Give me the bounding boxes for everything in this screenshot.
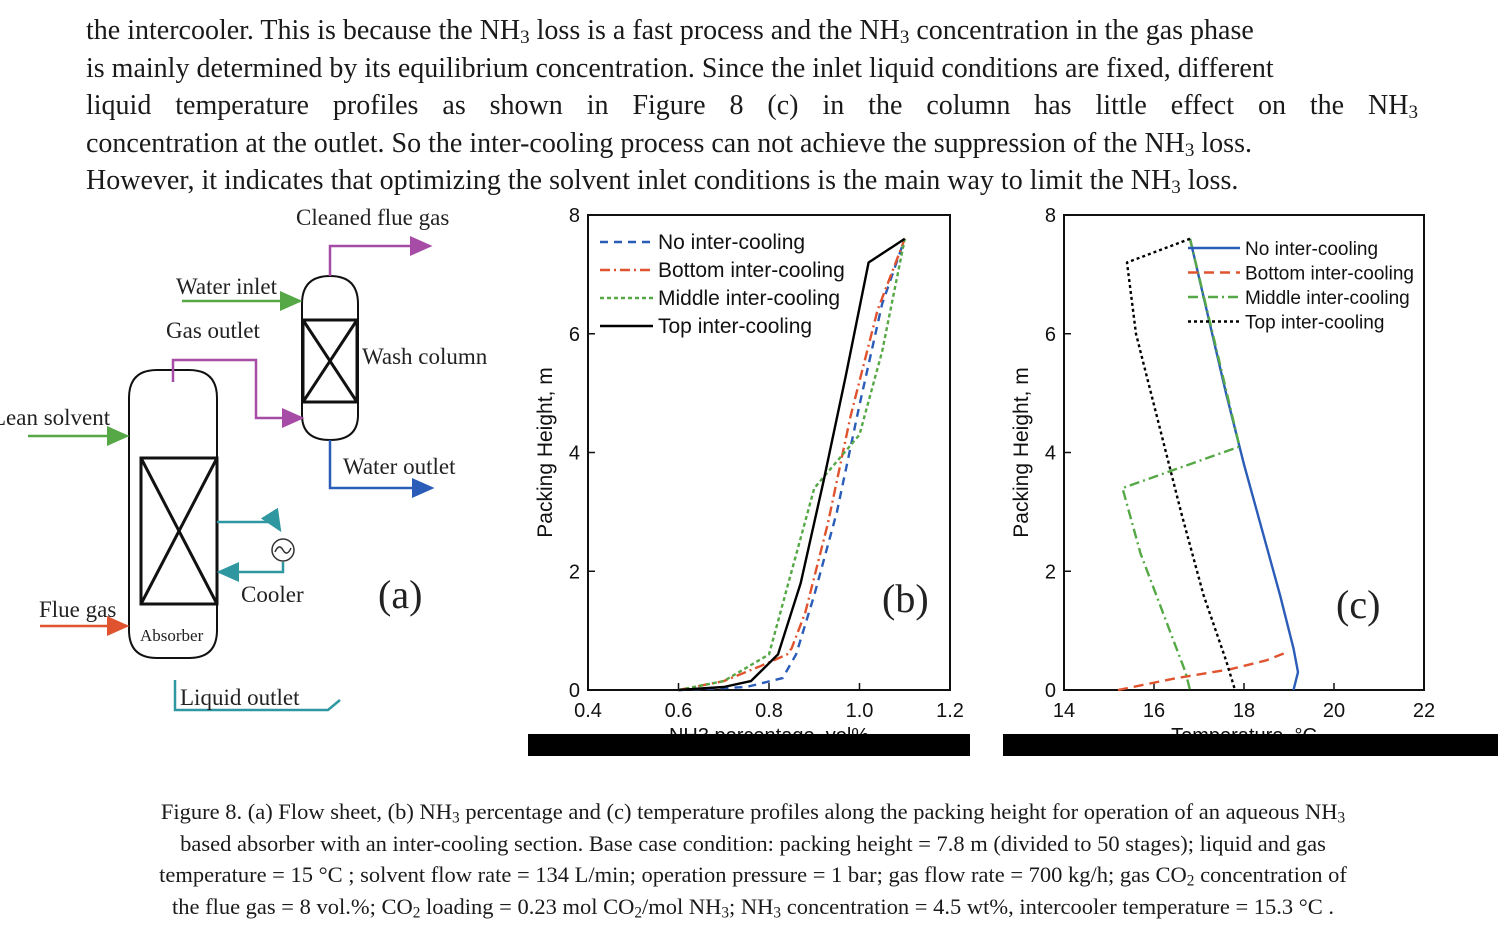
series-line-bottom-inter-cooling — [678, 238, 906, 692]
caption-line-4: the flue gas = 8 vol.%; CO2 loading = 0.… — [171, 893, 1335, 921]
caption-line-1: Figure 8. (a) Flow sheet, (b) NH3 percen… — [160, 799, 1346, 827]
y-tick-label: 0 — [569, 680, 580, 702]
absorber-column — [128, 369, 219, 659]
x-tick-label: 0.6 — [665, 700, 693, 722]
caption-line-2: based absorber with an inter-cooling sec… — [180, 830, 1326, 856]
paragraph-line-4: concentration at the outlet. So the inte… — [86, 127, 1252, 161]
series-line-bottom-inter-cooling — [1117, 650, 1290, 692]
body-paragraph: the intercooler. This is because the NH3… — [86, 12, 1418, 200]
cooler-icon — [271, 538, 295, 562]
y-tick-label: 8 — [569, 205, 580, 227]
x-tick-label: 14 — [1053, 700, 1075, 722]
absorber-label: Absorber — [140, 626, 204, 645]
paragraph-line-2: is mainly determined by its equilibrium … — [86, 52, 1274, 84]
gas-outlet-label: Gas outlet — [166, 318, 261, 343]
y-tick-label: 4 — [569, 443, 580, 465]
cooler-label: Cooler — [241, 582, 304, 607]
redaction-bar-b — [528, 734, 970, 756]
panel-label: (c) — [1336, 582, 1380, 627]
cooler-return-stream — [216, 562, 285, 582]
y-tick-label: 2 — [569, 561, 580, 583]
x-tick-label: 16 — [1143, 700, 1165, 722]
y-tick-label: 6 — [569, 324, 580, 346]
x-tick-label: 1.2 — [936, 700, 964, 722]
flue-gas-label: Flue gas — [39, 597, 116, 622]
figure-caption: Figure 8. (a) Flow sheet, (b) NH3 percen… — [80, 796, 1426, 922]
series-line-middle-inter-cooling — [1121, 238, 1241, 691]
y-axis-label: Packing Height, m — [1010, 367, 1033, 537]
paragraph-line-1: the intercooler. This is because the NH3… — [86, 15, 1254, 49]
series-line-top-inter-cooling — [1125, 237, 1237, 691]
y-tick-label: 4 — [1045, 443, 1056, 465]
lean-solvent-label: Lean solvent — [0, 405, 111, 430]
flowsheet-diagram: Cleaned flue gas Water inlet Gas outlet … — [0, 205, 488, 712]
water-outlet-label: Water outlet — [343, 454, 456, 479]
water-inlet-label: Water inlet — [176, 274, 278, 299]
paragraph-line-3: liquid temperature profiles as shown in … — [86, 90, 1418, 124]
redaction-bar-c — [1003, 734, 1498, 756]
legend-entry: Bottom inter-cooling — [1245, 264, 1414, 285]
y-tick-label: 8 — [1045, 205, 1056, 227]
panel-label-a: (a) — [378, 572, 422, 617]
y-tick-label: 2 — [1045, 561, 1056, 583]
paragraph-line-5: However, it indicates that optimizing th… — [86, 165, 1239, 199]
cleaned-flue-gas-stream — [328, 236, 433, 276]
x-tick-label: 20 — [1323, 700, 1345, 722]
legend-entry: Middle inter-cooling — [1245, 288, 1410, 309]
legend-entry: Middle inter-cooling — [658, 287, 840, 310]
liquid-outlet-stream — [173, 680, 341, 712]
x-tick-label: 0.8 — [755, 700, 783, 722]
y-axis-label: Packing Height, m — [534, 367, 557, 537]
gas-outlet-stream — [171, 358, 305, 428]
legend-entry: Top inter-cooling — [658, 315, 812, 338]
panel-label: (b) — [882, 576, 929, 621]
legend-entry: No inter-cooling — [1245, 239, 1378, 260]
y-tick-label: 6 — [1045, 324, 1056, 346]
absorber-packing — [139, 456, 219, 606]
cooler-outlet-stream — [217, 507, 282, 533]
wash-packing — [301, 318, 359, 404]
series-line-top-inter-cooling — [678, 237, 906, 692]
caption-line-3: temperature = 15 °C ; solvent flow rate … — [159, 862, 1347, 890]
series-line-middle-inter-cooling — [678, 238, 906, 692]
x-tick-label: 22 — [1413, 700, 1435, 722]
x-tick-label: 0.4 — [574, 700, 602, 722]
x-tick-label: 1.0 — [846, 700, 874, 722]
water-outlet-stream — [328, 440, 435, 498]
legend-entry: No inter-cooling — [658, 231, 805, 254]
x-tick-label: 18 — [1233, 700, 1255, 722]
legend-entry: Bottom inter-cooling — [658, 259, 845, 282]
cleaned-flue-gas-label: Cleaned flue gas — [296, 205, 449, 230]
wash-column-label: Wash column — [362, 344, 488, 369]
y-tick-label: 0 — [1045, 680, 1056, 702]
wash-column — [301, 274, 359, 442]
liquid-outlet-label: Liquid outlet — [180, 685, 300, 710]
legend-entry: Top inter-cooling — [1245, 313, 1384, 334]
